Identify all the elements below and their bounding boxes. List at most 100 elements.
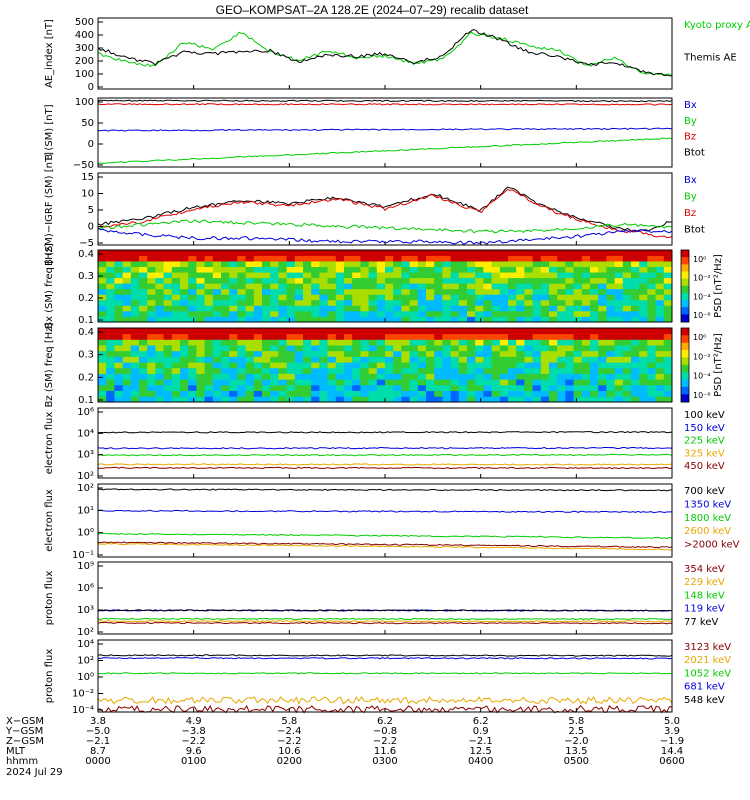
spectrogram-cell [409, 283, 419, 290]
spectrogram-cell [311, 283, 320, 290]
spectrogram-cell [508, 396, 517, 403]
y-tick-label: 0 [88, 139, 94, 150]
colorbar-label: PSD [nT²/Hz] [713, 333, 724, 397]
spectrogram-cell [171, 272, 181, 279]
spectrogram-cell [590, 379, 599, 386]
spectrogram-cell [376, 261, 386, 268]
spectrogram-cell [590, 350, 599, 357]
orbit-row-label: Y−GSM [5, 726, 43, 737]
spectrogram-cell [475, 390, 484, 397]
spectrogram-cell [376, 362, 386, 369]
spectrogram-cell [524, 299, 533, 306]
spectrogram-cell [262, 261, 271, 268]
spectrogram-cell [590, 396, 599, 403]
spectrogram-cell [614, 255, 624, 262]
spectrogram-cell [327, 266, 337, 273]
spectrogram-cell [212, 305, 222, 312]
spectrogram-cell [196, 272, 205, 279]
spectrogram-cell [212, 266, 222, 273]
spectrogram-cell [655, 250, 665, 256]
spectrogram-cell [458, 305, 468, 312]
spectrogram-cell [139, 373, 148, 380]
y-tick-label: 300 [75, 43, 94, 54]
colorbar-segment [681, 364, 689, 370]
spectrogram-cell [450, 272, 460, 279]
spectrogram-cell [532, 384, 542, 392]
colorbar-segment [681, 253, 689, 258]
y-tick-label: 0.2 [78, 293, 94, 304]
y-tick-label: 10⁰ [77, 672, 94, 683]
spectrogram-cell [147, 356, 156, 363]
spectrogram-cell [221, 305, 230, 312]
spectrogram-cell [114, 339, 123, 346]
colorbar-segment [681, 350, 689, 355]
spectrogram-cell [540, 356, 550, 363]
spectrogram-cell [467, 362, 476, 369]
orbit-value: −2.2 [277, 736, 301, 747]
spectrogram-cell [409, 379, 419, 386]
spectrogram-cell [647, 339, 656, 346]
spectrogram-cell [540, 272, 550, 279]
y-tick-label: 0.3 [78, 271, 94, 282]
spectrogram-cell [327, 362, 337, 369]
spectrogram-cell [590, 250, 599, 256]
colorbar [680, 327, 690, 403]
spectrogram-cell [557, 356, 566, 363]
spectrogram-cell [196, 379, 205, 386]
spectrogram-cell [319, 339, 328, 346]
spectrogram-cell [557, 384, 566, 392]
spectrogram-cell [475, 250, 484, 256]
series-line [97, 672, 673, 675]
spectrogram-cell [401, 299, 410, 306]
spectrogram-cell [139, 266, 148, 273]
spectrogram-cell [122, 294, 132, 301]
series-line [98, 488, 673, 492]
spectrogram-cell [106, 277, 115, 284]
spectrogram-cell [262, 333, 271, 340]
spectrogram-cell [303, 379, 312, 386]
spectrogram-cell [524, 316, 533, 323]
spectrogram-cell [335, 316, 345, 323]
spectrogram-cell [335, 272, 345, 279]
spectrogram-cell [294, 310, 304, 317]
spectrogram-cell [303, 294, 312, 301]
spectrogram-cell [360, 396, 369, 403]
spectrogram-cell [163, 266, 173, 273]
spectrogram-cell [253, 328, 263, 335]
spectrogram-cell [409, 390, 419, 397]
spectrogram-cell [221, 272, 230, 279]
spectrogram-cell [155, 396, 164, 403]
spectrogram-cell [114, 333, 123, 340]
spectrogram-cell [147, 379, 156, 386]
spectrogram-cell [647, 384, 656, 392]
spectrogram-cell [335, 390, 345, 397]
y-tick-label: −5 [79, 238, 94, 249]
spectrogram-cell [114, 367, 123, 374]
spectrogram-cell [147, 294, 156, 301]
series-line [97, 617, 673, 621]
spectrogram-cell [450, 350, 460, 357]
spectrogram-cell [508, 294, 517, 301]
spectrogram-cell [352, 250, 361, 256]
spectrogram-cell [532, 272, 542, 279]
spectrogram-cell [139, 288, 148, 295]
spectrogram-cell [434, 283, 443, 290]
spectrogram-cell [581, 277, 591, 284]
spectrogram-cell [475, 261, 484, 268]
spectrogram-cell [581, 367, 591, 374]
spectrogram-cell [557, 294, 566, 301]
spectrogram-cell [196, 294, 205, 301]
spectrogram-cell [557, 339, 566, 346]
spectrogram-cell [631, 379, 640, 386]
spectrogram-cell [508, 350, 517, 357]
spectrogram-cell [253, 333, 263, 340]
spectrogram-cell [262, 384, 271, 392]
spectrogram-cell [467, 288, 476, 295]
spectrogram-cell [622, 305, 632, 312]
spectrogram-cell [409, 367, 419, 374]
spectrogram-cell [98, 310, 107, 317]
spectrogram-cell [450, 277, 460, 284]
spectrogram-cell [270, 305, 279, 312]
spectrogram-cell [655, 384, 665, 392]
spectrogram-cell [401, 266, 410, 273]
